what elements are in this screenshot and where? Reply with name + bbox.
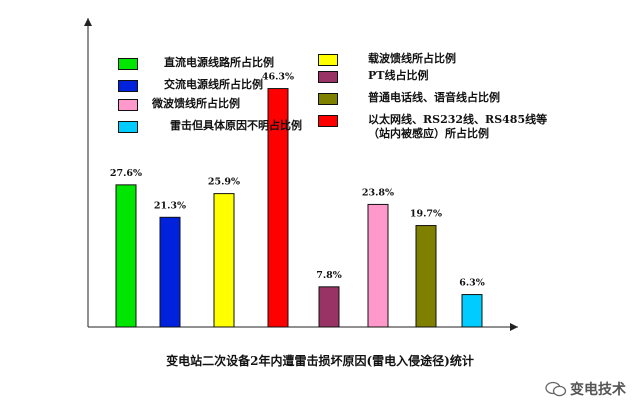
legend-item: 交流电源线所占比例 xyxy=(118,78,263,92)
watermark: 变电技术 xyxy=(545,379,626,399)
legend-item: PT线占比例 xyxy=(318,69,428,83)
legend-swatch xyxy=(318,71,338,83)
bar xyxy=(461,294,483,328)
data-label: 23.8% xyxy=(362,187,394,198)
data-label: 7.8% xyxy=(316,270,342,281)
legend-label: PT线占比例 xyxy=(368,69,429,82)
bar xyxy=(159,216,181,328)
legend: 直流电源线路所占比例 交流电源线所占比例 微波馈线所占比例 雷击但具体原因不明占… xyxy=(0,0,640,140)
data-label: 27.6% xyxy=(110,168,142,179)
legend-swatch xyxy=(118,99,138,111)
data-label: 19.7% xyxy=(410,209,442,220)
data-label: 21.3% xyxy=(154,200,186,211)
bar xyxy=(213,193,235,328)
legend-item: 载波馈线所占比例 xyxy=(318,52,456,66)
watermark-text: 变电技术 xyxy=(570,382,626,398)
legend-swatch xyxy=(118,58,138,70)
data-label: 25.9% xyxy=(208,177,240,188)
x-axis-arrow xyxy=(510,323,518,331)
bar xyxy=(367,203,389,328)
bar xyxy=(318,286,340,328)
legend-item: 直流电源线路所占比例 xyxy=(118,56,274,70)
wechat-logo-icon xyxy=(545,381,567,397)
legend-label: 以太网线、RS232线、RS485线等 （站内被感应）所占比例 xyxy=(368,113,548,140)
data-label: 46.3% xyxy=(262,72,294,83)
value-labels-group: 27.6% 21.3% 25.9% 46.3% 7.8% 23.8% 19.7% 6.3% xyxy=(110,72,485,289)
legend-item: 雷击但具体原因不明占比例 xyxy=(118,119,302,133)
legend-label: 交流电源线所占比例 xyxy=(164,78,263,91)
legend-swatch xyxy=(118,80,138,92)
legend-label: 直流电源线路所占比例 xyxy=(164,56,274,69)
bar xyxy=(267,88,289,328)
legend-label: 雷击但具体原因不明占比例 xyxy=(170,119,302,132)
legend-swatch xyxy=(118,121,138,133)
legend-swatch xyxy=(318,115,338,127)
legend-swatch xyxy=(318,93,338,105)
data-label: 6.3% xyxy=(459,278,485,289)
bar xyxy=(415,225,437,328)
legend-item: 以太网线、RS232线、RS485线等 （站内被感应）所占比例 xyxy=(318,113,547,141)
legend-label: 普通电话线、语音线占比例 xyxy=(368,91,500,104)
legend-item: 微波馈线所占比例 xyxy=(118,97,240,111)
bars-group xyxy=(115,88,483,328)
legend-label: 载波馈线所占比例 xyxy=(368,52,456,65)
chart-title: 变电站二次设备2年内遭雷击损坏原因(雷电入侵途径)统计 xyxy=(166,354,474,368)
bar xyxy=(115,184,137,328)
legend-swatch xyxy=(318,54,338,66)
legend-label: 微波馈线所占比例 xyxy=(152,97,240,110)
y-axis-arrow xyxy=(84,18,92,26)
legend-item: 普通电话线、语音线占比例 xyxy=(318,91,500,105)
